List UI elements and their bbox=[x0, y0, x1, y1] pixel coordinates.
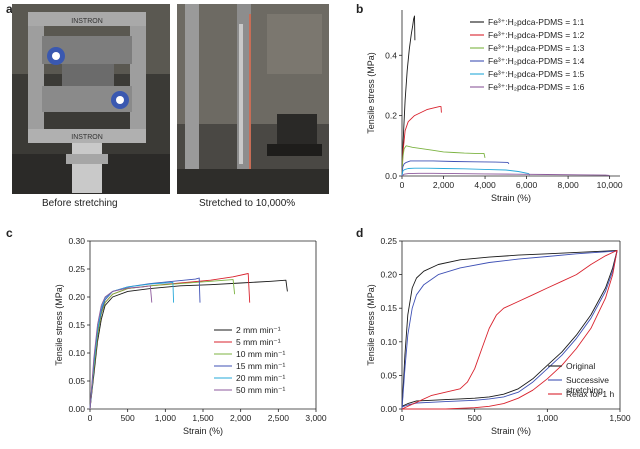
x-tick-label-d: 1,500 bbox=[609, 413, 631, 423]
y-axis-label-d: Tensile stress (MPa) bbox=[366, 284, 376, 366]
y-tick-label-b: 0.0 bbox=[385, 171, 397, 181]
x-tick-label-c: 3,000 bbox=[305, 413, 327, 423]
series-line-c-5 bbox=[89, 281, 175, 410]
x-tick-label-c: 500 bbox=[121, 413, 135, 423]
photo-before-stretching-drawing: INSTRON INSTRON bbox=[12, 4, 170, 194]
y-tick-label-c: 0.15 bbox=[68, 320, 85, 330]
series-line-b-4 bbox=[401, 160, 510, 177]
x-tick-label-b: 10,000 bbox=[597, 180, 623, 190]
panel-letter-c: c bbox=[6, 226, 13, 240]
legend-label-b-1: Fe³⁺:H₂pdca-PDMS = 1:1 bbox=[488, 17, 585, 27]
series-line-b-5 bbox=[401, 167, 531, 177]
panel-letter-d: d bbox=[356, 226, 364, 240]
y-tick-label-c: 0.25 bbox=[68, 264, 85, 274]
x-tick-label-c: 1,500 bbox=[192, 413, 214, 423]
legend-label-d-2: stretching bbox=[566, 385, 603, 395]
x-tick-label-c: 0 bbox=[88, 413, 93, 423]
y-tick-label-b: 0.2 bbox=[385, 111, 397, 121]
series-line-b-6 bbox=[401, 172, 610, 177]
x-tick-label-b: 4,000 bbox=[474, 180, 496, 190]
x-tick-label-b: 0 bbox=[400, 180, 405, 190]
series-line-c-3 bbox=[89, 279, 236, 410]
x-tick-label-d: 1,000 bbox=[537, 413, 559, 423]
series-line-c-1 bbox=[89, 279, 288, 410]
x-tick-label-b: 8,000 bbox=[557, 180, 579, 190]
x-axis-label-d: Strain (%) bbox=[491, 426, 531, 436]
y-tick-label-d: 0.25 bbox=[380, 236, 397, 246]
legend-label-c-4: 15 mm min⁻¹ bbox=[236, 361, 286, 371]
series-line-d-2 bbox=[401, 250, 618, 410]
y-tick-label-d: 0.20 bbox=[380, 270, 397, 280]
series-line-b-3 bbox=[401, 145, 486, 177]
series-line-d-1 bbox=[401, 249, 618, 410]
x-tick-label-c: 2,500 bbox=[268, 413, 290, 423]
legend-label-b-2: Fe³⁺:H₂pdca-PDMS = 1:2 bbox=[488, 30, 585, 40]
series-line-d-3 bbox=[401, 249, 618, 410]
instron-label-bottom: INSTRON bbox=[71, 134, 103, 141]
x-tick-label-d: 500 bbox=[468, 413, 482, 423]
instron-label-top: INSTRON bbox=[71, 18, 103, 25]
series-line-b-2 bbox=[401, 106, 442, 177]
panel-letter-a: a bbox=[6, 2, 13, 16]
photo-stretched bbox=[177, 4, 329, 194]
legend-label-c-2: 5 mm min⁻¹ bbox=[236, 337, 281, 347]
y-tick-label-d: 0.00 bbox=[380, 404, 397, 414]
legend-label-b-4: Fe³⁺:H₂pdca-PDMS = 1:4 bbox=[488, 56, 585, 66]
y-tick-label-c: 0.20 bbox=[68, 292, 85, 302]
x-tick-label-c: 1,000 bbox=[155, 413, 177, 423]
series-line-b-1 bbox=[401, 15, 416, 177]
x-tick-label-b: 6,000 bbox=[516, 180, 538, 190]
panel-letter-b: b bbox=[356, 2, 364, 16]
legend-label-b-5: Fe³⁺:H₂pdca-PDMS = 1:5 bbox=[488, 69, 585, 79]
caption-stretched: Stretched to 10,000% bbox=[199, 198, 296, 209]
legend-label-c-3: 10 mm min⁻¹ bbox=[236, 349, 286, 359]
series-line-c-6 bbox=[89, 285, 153, 410]
legend-label-c-6: 50 mm min⁻¹ bbox=[236, 385, 286, 395]
legend-label-b-3: Fe³⁺:H₂pdca-PDMS = 1:3 bbox=[488, 43, 585, 53]
y-tick-label-d: 0.05 bbox=[380, 370, 397, 380]
y-axis-label-c: Tensile stress (MPa) bbox=[54, 284, 64, 366]
legend-label-d-2: Successive bbox=[566, 375, 609, 385]
x-axis-label-c: Strain (%) bbox=[183, 426, 223, 436]
legend-label-c-5: 20 mm min⁻¹ bbox=[236, 373, 286, 383]
x-tick-label-c: 2,000 bbox=[230, 413, 252, 423]
photo-stretched-drawing bbox=[177, 4, 329, 194]
legend-label-b-6: Fe³⁺:H₂pdca-PDMS = 1:6 bbox=[488, 82, 585, 92]
y-tick-label-c: 0.00 bbox=[68, 404, 85, 414]
x-axis-label-b: Strain (%) bbox=[491, 193, 531, 203]
y-axis-label-b: Tensile stress (MPa) bbox=[366, 52, 376, 134]
y-tick-label-c: 0.10 bbox=[68, 348, 85, 358]
legend-label-d-1: Original bbox=[566, 361, 595, 371]
y-tick-label-b: 0.4 bbox=[385, 50, 397, 60]
x-tick-label-b: 2,000 bbox=[433, 180, 455, 190]
caption-before-stretching: Before stretching bbox=[42, 198, 118, 209]
y-tick-label-d: 0.15 bbox=[380, 303, 397, 313]
y-tick-label-c: 0.30 bbox=[68, 236, 85, 246]
photo-before-stretching: INSTRON INSTRON bbox=[12, 4, 170, 194]
legend-label-d-3: Relax for 1 h bbox=[566, 389, 614, 399]
x-tick-label-d: 0 bbox=[400, 413, 405, 423]
y-tick-label-d: 0.10 bbox=[380, 337, 397, 347]
y-tick-label-c: 0.05 bbox=[68, 376, 85, 386]
legend-label-c-1: 2 mm min⁻¹ bbox=[236, 325, 281, 335]
series-line-c-4 bbox=[89, 277, 201, 410]
